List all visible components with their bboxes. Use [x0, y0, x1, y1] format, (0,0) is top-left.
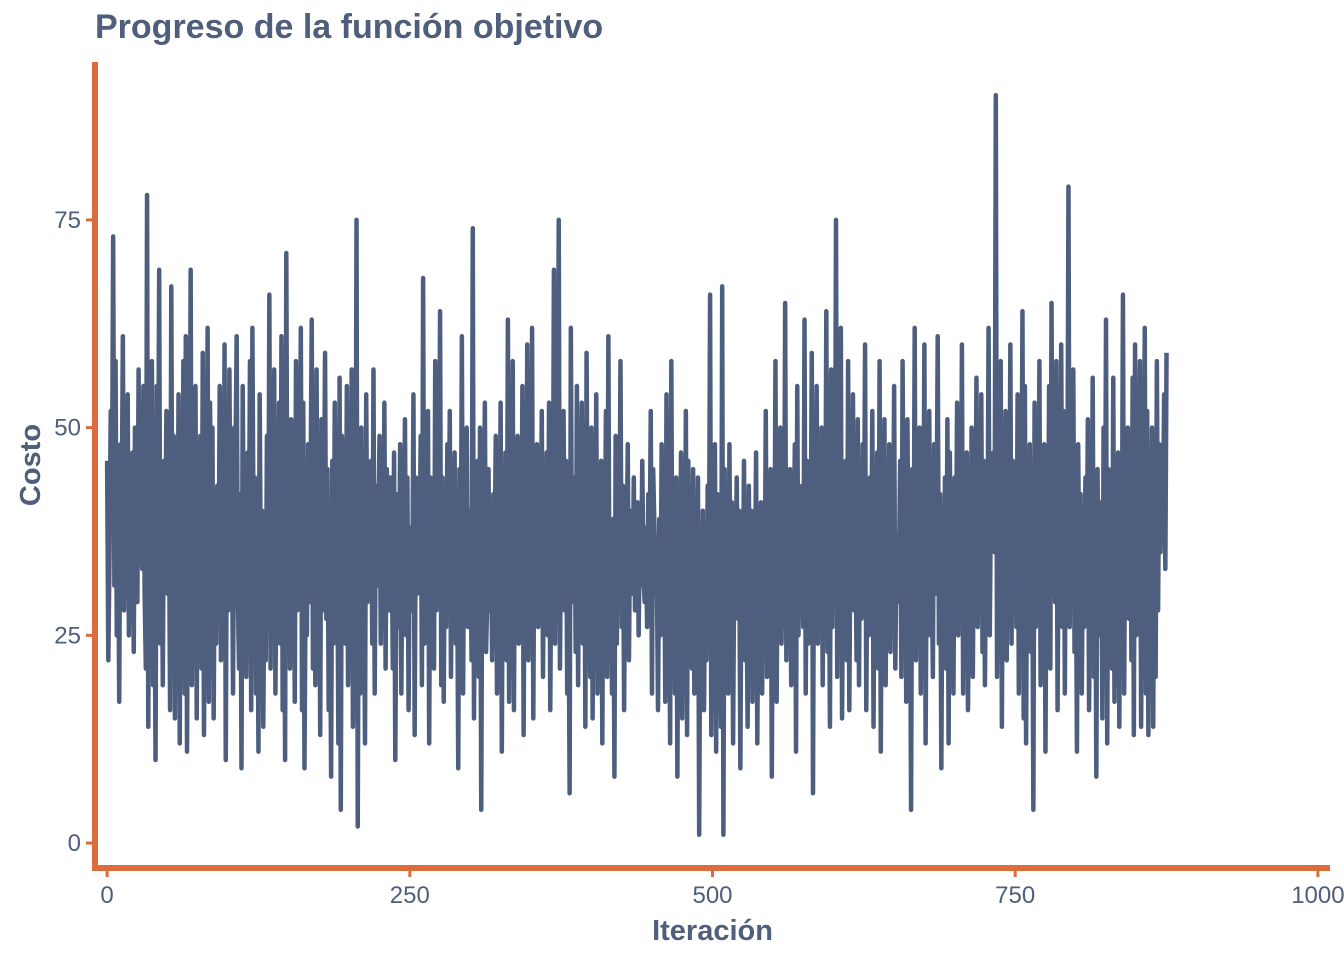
series-line-0 [104, 92, 1169, 838]
y-tick-label: 75 [54, 207, 81, 234]
x-axis-title: Iteración [652, 915, 773, 947]
y-axis-title: Costo [15, 424, 47, 506]
y-axis-ticks: 0 25 50 75 [54, 207, 95, 857]
x-tick-label: 750 [995, 882, 1035, 909]
x-tick-label: 500 [692, 882, 732, 909]
x-tick-label: 1000 [1291, 882, 1344, 909]
series-layer [104, 92, 1169, 838]
y-tick-label: 0 [68, 830, 81, 857]
x-axis-ticks: 0 250 500 750 1000 [100, 868, 1344, 909]
y-tick-label: 25 [54, 622, 81, 649]
x-tick-label: 250 [390, 882, 430, 909]
chart-title: Progreso de la función objetivo [95, 8, 604, 46]
x-tick-label: 0 [100, 882, 113, 909]
y-tick-label: 50 [54, 415, 81, 442]
